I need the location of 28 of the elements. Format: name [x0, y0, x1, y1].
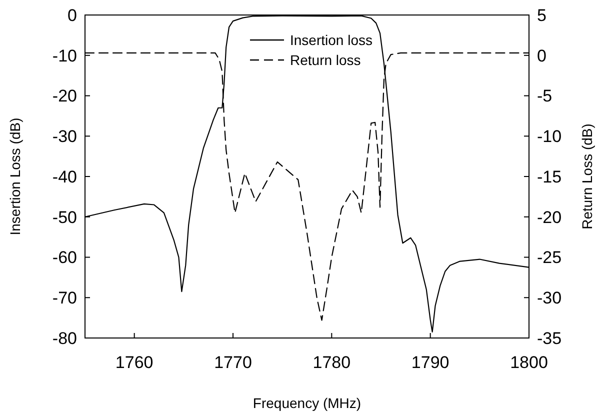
y2-axis-title: Return Loss (dB)	[579, 124, 595, 230]
y2-tick-label: 5	[537, 6, 546, 25]
y2-tick-label: -25	[537, 248, 562, 268]
x-tick-label: 1760	[115, 353, 154, 372]
y2-tick-label: 0	[537, 46, 546, 66]
y-tick-label: -20	[52, 86, 77, 106]
y2-tick-label: -10	[537, 127, 562, 146]
y-tick-label: -70	[52, 288, 77, 308]
y-tick-label: -60	[52, 248, 77, 268]
y-tick-label: -80	[52, 328, 77, 348]
y2-tick-label: -20	[537, 208, 562, 227]
x-tick-label: 1800	[510, 353, 548, 372]
y2-tick-label: -5	[537, 86, 552, 106]
y-tick-label: 0	[68, 6, 77, 25]
y-tick-label: -30	[52, 127, 77, 146]
x-tick-label: 1790	[411, 353, 450, 372]
x-tick-label: 1780	[312, 353, 351, 372]
x-axis-title: Frequency (MHz)	[252, 395, 362, 411]
legend-label: Insertion loss	[290, 32, 372, 48]
y-tick-label: -50	[52, 208, 77, 227]
y-axis-title: Insertion Loss (dB)	[7, 118, 23, 236]
y2-tick-label: -30	[537, 288, 562, 308]
legend-label: Return loss	[290, 52, 361, 68]
y2-tick-label: -15	[537, 167, 562, 186]
y-tick-label: -10	[52, 46, 77, 66]
y2-tick-label: -35	[537, 328, 562, 348]
x-tick-label: 1770	[214, 353, 252, 372]
y-tick-label: -40	[52, 167, 77, 186]
